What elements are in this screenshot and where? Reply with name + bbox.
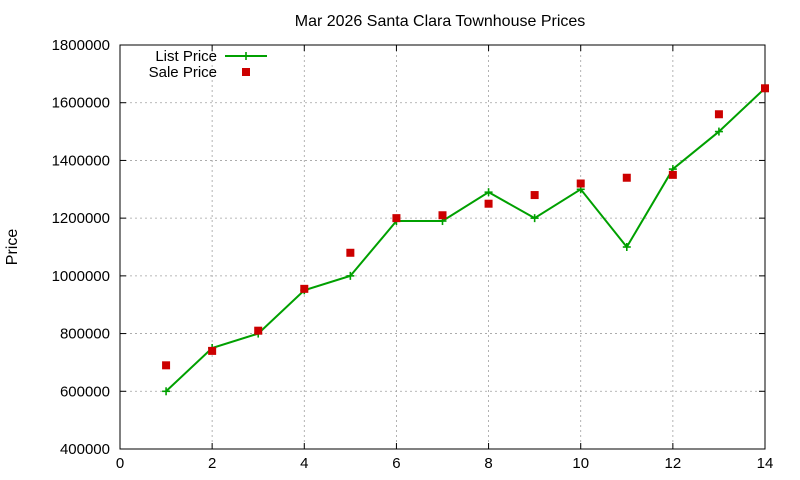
sale-price-point	[761, 84, 769, 93]
y-tick-label: 400000	[60, 441, 110, 458]
sale-price-point	[162, 361, 171, 370]
x-axis: 0 2 4 6 8 10 12 14	[116, 45, 774, 472]
list-price-point	[530, 214, 539, 223]
x-tick-label: 0	[116, 455, 124, 472]
legend-marker-sale-price	[242, 68, 250, 76]
sale-price-point	[530, 191, 539, 200]
list-price-point	[714, 127, 723, 136]
sale-price-point	[208, 346, 217, 355]
x-tick-label: 10	[572, 455, 589, 472]
list-price-point	[622, 243, 631, 251]
sale-price-point	[438, 211, 447, 220]
legend-label-sale-price: Sale Price	[149, 64, 217, 81]
y-axis: 400000 600000 800000 1000000 1200000 1400000 1…	[52, 37, 765, 458]
sale-price-point	[346, 248, 355, 257]
x-tick-label: 4	[300, 455, 308, 472]
sale-price-point	[714, 110, 723, 119]
sale-price-point	[622, 173, 631, 182]
y-tick-label: 600000	[60, 383, 110, 400]
sale-price-point	[254, 326, 263, 335]
chart-title: Mar 2026 Santa Clara Townhouse Prices	[295, 13, 586, 30]
y-tick-label: 1000000	[52, 268, 110, 285]
y-tick-label: 1800000	[52, 37, 110, 54]
plot-frame	[119, 44, 766, 450]
y-tick-label: 1200000	[52, 210, 110, 227]
y-tick-label: 800000	[60, 326, 110, 343]
legend-label-list-price: List Price	[155, 48, 217, 65]
sale-price-point	[392, 214, 401, 223]
list-price-point	[484, 188, 493, 197]
x-tick-label: 2	[208, 455, 216, 472]
list-price-point	[162, 387, 171, 396]
sale-price-point	[300, 284, 309, 293]
list-price-point	[346, 271, 355, 280]
sale-price-point	[668, 170, 677, 179]
grid-lines	[120, 45, 765, 449]
sale-price-point	[484, 199, 493, 208]
x-tick-label: 6	[392, 455, 400, 472]
y-tick-label: 1600000	[52, 95, 110, 112]
y-tick-label: 1400000	[52, 152, 110, 169]
sale-price-point	[576, 179, 585, 188]
x-tick-label: 12	[665, 455, 682, 472]
list-price-line	[165, 87, 766, 393]
y-axis-label: Price	[4, 229, 21, 266]
x-tick-label: 8	[484, 455, 492, 472]
series-layer	[162, 84, 769, 396]
x-tick-label: 14	[757, 455, 774, 472]
